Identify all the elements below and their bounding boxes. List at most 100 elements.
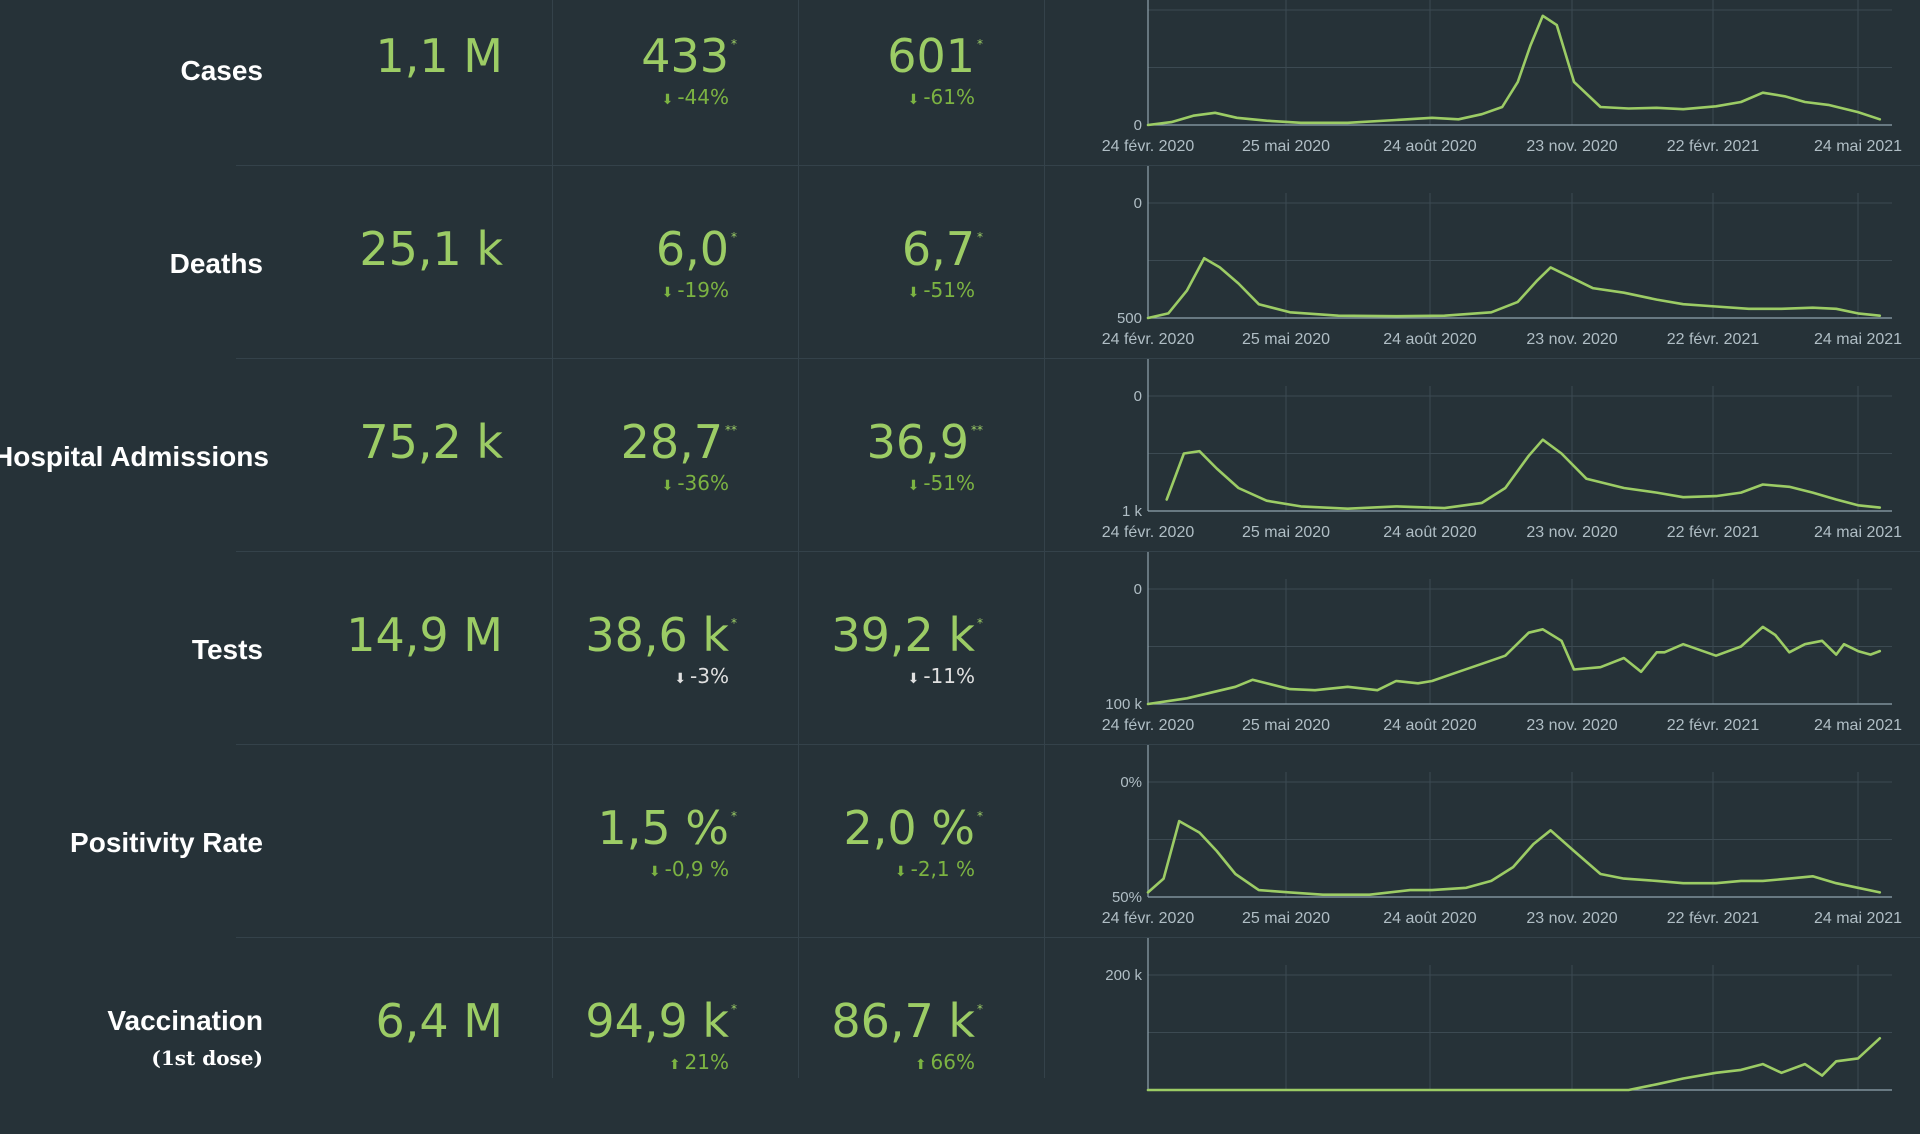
metric-row-cases: Cases 1,1 M 433 * ⬇ -44% 601 * ⬇ -61% 0 24 févr. 20… <box>0 0 1920 165</box>
metric-label: Deaths <box>169 248 263 279</box>
metric-avg2: 86,7 k * <box>831 994 983 1048</box>
metric-avg2-change: ⬇ -11% <box>908 664 975 688</box>
metric-total: 6,4 M <box>375 994 503 1048</box>
x-tick-label: 23 nov. 2020 <box>1526 138 1617 155</box>
arrow-down-icon: ⬇ <box>894 864 907 880</box>
y-tick-label: 0 <box>1134 581 1142 598</box>
metric-avg1-change: ⬇ -44% <box>662 85 729 109</box>
row-divider <box>236 744 1920 745</box>
series-line <box>1146 14 1882 127</box>
metric-avg1: 6,0 * <box>656 222 737 276</box>
metric-avg2-change: ⬇ -51% <box>908 471 975 495</box>
x-tick-label: 24 mai 2021 <box>1814 524 1902 541</box>
metric-avg1-value: 38,6 k <box>585 608 729 662</box>
metric-row-vaccination: Vaccination (1st dose) 6,4 M 94,9 k * ⬆ 21% 86,… <box>0 938 1920 1130</box>
row-divider <box>236 937 1920 938</box>
sparkline-chart-tests: 100 k 0 24 févr. 2020 25 mai 2020 24 août 20… <box>1080 552 1920 744</box>
metric-avg2-value: 86,7 k <box>831 994 975 1048</box>
dashboard-grid <box>236 0 1920 1078</box>
metric-avg2: 2,0 % * <box>844 801 984 855</box>
column-divider <box>798 0 799 1078</box>
metric-total: 25,1 k <box>359 222 503 276</box>
metric-avg1: 1,5 % * <box>598 801 738 855</box>
metric-label: Cases <box>180 55 263 86</box>
metric-avg2-change: ⬆ 66% <box>915 1050 975 1074</box>
x-tick-label: 23 nov. 2020 <box>1526 910 1617 927</box>
series-line <box>1146 819 1882 896</box>
metric-label: Tests <box>191 634 263 665</box>
x-tick-label: 23 nov. 2020 <box>1526 331 1617 348</box>
metric-avg2: 39,2 k * <box>831 608 983 662</box>
change-value: -61% <box>923 85 975 109</box>
x-tick-label: 22 févr. 2021 <box>1667 331 1760 348</box>
metric-avg1-value: 28,7 <box>620 415 723 469</box>
y-tick-label: 0 <box>1134 117 1142 134</box>
change-value: -0,9 % <box>664 857 729 881</box>
x-tick-label: 22 févr. 2021 <box>1667 524 1760 541</box>
x-tick-label: 24 févr. 2020 <box>1102 331 1195 348</box>
series-line <box>1165 438 1882 510</box>
metric-row-hospital-admissions: Hospital Admissions 75,2 k 28,7 ** ⬇ -36% 36,9… <box>0 359 1920 551</box>
chart-svg: 500 0 24 févr. 2020 25 mai 2020 24 août 2020… <box>1102 166 1902 348</box>
arrow-down-icon: ⬇ <box>661 478 674 494</box>
x-tick-label: 24 févr. 2020 <box>1102 910 1195 927</box>
metric-avg1: 38,6 k * <box>585 608 737 662</box>
footnote-mark: * <box>977 1002 983 1016</box>
change-value: -3% <box>690 664 729 688</box>
y-tick-label: 200 k <box>1105 967 1142 984</box>
x-tick-label: 24 mai 2021 <box>1814 910 1902 927</box>
sparkline-chart-positivity-rate: 50% 0% 24 févr. 2020 25 mai 2020 24 août 202… <box>1080 745 1920 937</box>
x-tick-label: 22 févr. 2021 <box>1667 717 1760 734</box>
y-tick-label: 0 <box>1134 195 1142 212</box>
metric-avg1-change: ⬇ -36% <box>662 471 729 495</box>
x-tick-label: 22 févr. 2021 <box>1667 138 1760 155</box>
x-tick-label: 25 mai 2020 <box>1242 910 1330 927</box>
metric-avg2: 36,9 ** <box>867 415 983 469</box>
metric-avg2-value: 39,2 k <box>831 608 975 662</box>
change-value: 66% <box>930 1050 975 1074</box>
change-value: -51% <box>923 278 975 302</box>
x-tick-label: 24 mai 2021 <box>1814 331 1902 348</box>
metric-avg1-change: ⬇ -0,9 % <box>649 857 729 881</box>
footnote-mark: * <box>977 809 983 823</box>
arrow-down-icon: ⬇ <box>661 92 674 108</box>
arrow-up-icon: ⬆ <box>914 1057 927 1073</box>
footnote-mark: * <box>731 616 737 630</box>
x-tick-label: 24 août 2020 <box>1383 138 1477 155</box>
x-tick-label: 24 févr. 2020 <box>1102 717 1195 734</box>
series-line <box>1146 256 1882 320</box>
arrow-down-icon: ⬇ <box>907 285 920 301</box>
metric-label: Hospital Admissions <box>0 441 269 472</box>
row-divider <box>236 551 1920 552</box>
metric-label: Vaccination <box>107 1005 263 1036</box>
footnote-mark: * <box>977 37 983 51</box>
metric-avg2-change: ⬇ -51% <box>908 278 975 302</box>
metric-avg2: 6,7 * <box>902 222 983 276</box>
metric-sublabel: (1st dose) <box>151 1046 263 1070</box>
chart-svg: 50% 0% 24 févr. 2020 25 mai 2020 24 août 202… <box>1102 745 1902 927</box>
chart-svg: 0 24 févr. 2020 25 mai 2020 24 août 2020 23 … <box>1102 0 1902 155</box>
x-tick-label: 22 févr. 2021 <box>1667 910 1760 927</box>
metric-avg2-value: 2,0 % <box>843 801 976 855</box>
chart-svg: 100 k 0 24 févr. 2020 25 mai 2020 24 août 20… <box>1102 552 1902 734</box>
x-tick-label: 24 févr. 2020 <box>1102 524 1195 541</box>
change-value: -44% <box>677 85 729 109</box>
x-tick-label: 24 août 2020 <box>1383 524 1477 541</box>
arrow-down-icon: ⬇ <box>907 478 920 494</box>
metric-avg2-change: ⬇ -2,1 % <box>895 857 975 881</box>
change-value: -36% <box>677 471 729 495</box>
footnote-mark: * <box>977 616 983 630</box>
arrow-down-icon: ⬇ <box>661 285 674 301</box>
change-value: -11% <box>923 664 975 688</box>
column-divider <box>552 0 553 1078</box>
footnote-mark: * <box>731 1002 737 1016</box>
x-tick-label: 24 août 2020 <box>1383 717 1477 734</box>
x-tick-label: 24 mai 2021 <box>1814 138 1902 155</box>
footnote-mark: * <box>731 809 737 823</box>
row-divider <box>236 358 1920 359</box>
metric-row-positivity-rate: Positivity Rate 1,5 % * ⬇ -0,9 % 2,0 % * ⬇ -2,1 … <box>0 745 1920 937</box>
y-tick-label: 100 k <box>1105 696 1142 713</box>
footnote-mark: * <box>731 37 737 51</box>
x-tick-label: 23 nov. 2020 <box>1526 717 1617 734</box>
